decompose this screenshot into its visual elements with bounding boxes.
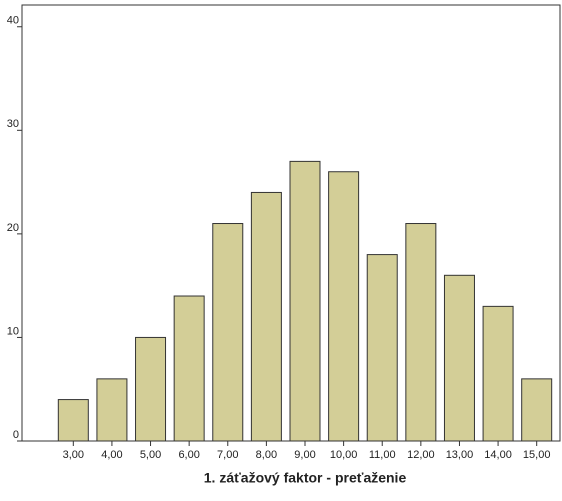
bar: [57, 399, 89, 442]
bar: [96, 378, 128, 442]
bar: [173, 295, 205, 442]
bar: [212, 223, 244, 442]
y-tick-label: 0: [13, 429, 19, 441]
bar: [366, 254, 398, 442]
x-tick-label: 5,00: [140, 449, 161, 461]
y-tick-label: 40: [7, 15, 19, 27]
x-axis-label: 1. záťažový faktor - preťaženie: [204, 470, 407, 486]
bar: [405, 223, 437, 442]
x-tick-label: 10,00: [330, 449, 358, 461]
x-tick-label: 12,00: [407, 449, 435, 461]
x-tick-label: 15,00: [523, 449, 551, 461]
bar: [250, 191, 282, 442]
bar: [289, 160, 321, 442]
x-tick-label: 7,00: [217, 449, 238, 461]
x-tick-label: 9,00: [294, 449, 315, 461]
bar: [443, 274, 475, 442]
bar: [482, 305, 514, 442]
x-tick-label: 6,00: [178, 449, 199, 461]
y-tick-label: 30: [7, 118, 19, 130]
y-tick-label: 10: [7, 325, 19, 337]
x-tick-label: 4,00: [101, 449, 122, 461]
x-tick-label: 13,00: [446, 449, 474, 461]
x-tick-label: 8,00: [256, 449, 277, 461]
x-tick-label: 14,00: [484, 449, 512, 461]
bar: [521, 378, 553, 442]
y-tick-label: 20: [7, 222, 19, 234]
bar: [135, 336, 167, 442]
bar: [328, 171, 360, 442]
x-tick-label: 11,00: [369, 449, 396, 461]
x-tick-label: 3,00: [63, 449, 84, 461]
